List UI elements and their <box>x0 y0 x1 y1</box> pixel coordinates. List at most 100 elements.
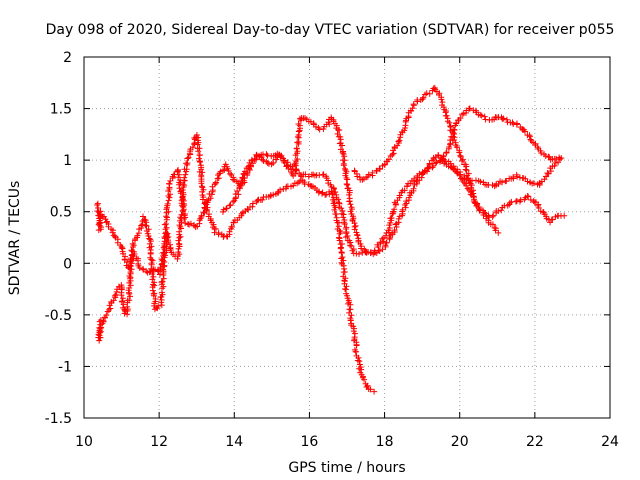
data-point <box>448 133 455 140</box>
data-point <box>450 126 457 133</box>
data-point <box>106 306 113 313</box>
data-point <box>336 237 343 244</box>
data-point <box>555 159 562 166</box>
data-point <box>189 144 196 151</box>
data-point <box>231 177 238 184</box>
data-point <box>308 183 315 190</box>
data-point <box>443 149 450 156</box>
data-point <box>129 240 136 247</box>
data-point <box>410 101 417 108</box>
data-point <box>337 245 344 252</box>
data-point <box>457 152 464 159</box>
data-point <box>330 186 337 193</box>
data-point <box>166 180 173 187</box>
data-point <box>260 157 267 164</box>
data-point <box>293 145 300 152</box>
series-track-a <box>94 114 563 278</box>
data-point <box>174 255 181 262</box>
data-point <box>347 208 354 215</box>
data-point <box>223 205 230 212</box>
data-point <box>495 229 502 236</box>
data-point <box>136 264 143 271</box>
data-point <box>212 226 219 233</box>
data-point <box>167 247 174 254</box>
data-point <box>463 167 470 174</box>
data-point <box>386 225 393 232</box>
data-point <box>95 204 102 211</box>
data-point <box>475 204 482 211</box>
data-point <box>477 111 484 118</box>
data-point <box>347 317 354 324</box>
data-point <box>401 201 408 208</box>
data-point <box>402 204 409 211</box>
x-tick-label: 16 <box>301 434 319 450</box>
data-point <box>338 250 345 257</box>
x-tick-label: 18 <box>376 434 394 450</box>
x-tick-label: 24 <box>601 434 619 450</box>
data-point <box>364 382 371 389</box>
data-point <box>466 105 473 112</box>
data-point <box>401 187 408 194</box>
data-point <box>433 159 440 166</box>
data-point <box>302 171 309 178</box>
data-point <box>369 169 376 176</box>
data-point <box>464 185 471 192</box>
data-point <box>409 105 416 112</box>
data-point <box>200 209 207 216</box>
data-point <box>358 245 365 252</box>
data-point <box>140 266 147 273</box>
data-point <box>139 213 146 220</box>
data-point <box>297 172 304 179</box>
data-point <box>558 155 565 162</box>
data-point <box>403 198 410 205</box>
data-point <box>118 292 125 299</box>
data-point <box>499 179 506 186</box>
data-point <box>385 156 392 163</box>
data-point <box>126 297 133 304</box>
data-point <box>129 248 136 255</box>
data-point <box>365 171 372 178</box>
data-point <box>498 207 505 214</box>
data-point <box>395 138 402 145</box>
data-point <box>419 96 426 103</box>
data-point <box>94 202 101 209</box>
data-point <box>396 137 403 144</box>
data-point <box>160 250 167 257</box>
data-point <box>459 156 466 163</box>
data-point <box>457 171 464 178</box>
data-point <box>292 170 299 177</box>
data-point <box>551 162 558 169</box>
data-point <box>481 113 488 120</box>
data-point <box>175 237 182 244</box>
data-point <box>147 250 154 257</box>
data-point <box>196 152 203 159</box>
data-point <box>481 209 488 216</box>
data-point <box>195 148 202 155</box>
data-point <box>102 216 109 223</box>
data-point <box>440 152 447 159</box>
data-point <box>158 302 165 309</box>
data-point <box>561 212 568 219</box>
data-point <box>362 249 369 256</box>
data-point <box>239 174 246 181</box>
data-point <box>425 164 432 171</box>
data-point <box>184 155 191 162</box>
data-point <box>450 163 457 170</box>
data-point <box>305 173 312 180</box>
data-point <box>538 150 545 157</box>
data-point <box>443 112 450 119</box>
x-tick-label: 14 <box>225 434 243 450</box>
data-point <box>150 292 157 299</box>
data-point <box>111 233 118 240</box>
data-point <box>223 205 230 212</box>
data-point <box>127 269 134 276</box>
data-point <box>420 94 427 101</box>
y-tick-label: 1.5 <box>50 102 72 118</box>
data-point <box>96 337 103 344</box>
data-point <box>355 354 362 361</box>
data-point <box>468 182 475 189</box>
data-point <box>198 166 205 173</box>
data-point <box>294 156 301 163</box>
data-point <box>277 186 284 193</box>
series-track-c <box>219 150 502 257</box>
